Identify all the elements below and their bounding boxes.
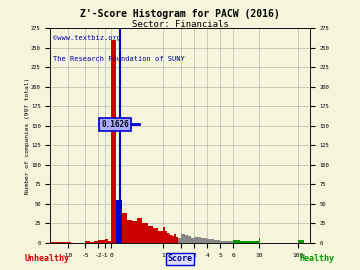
Bar bbox=[176, 237, 178, 243]
Bar bbox=[163, 227, 165, 243]
Bar bbox=[207, 239, 214, 243]
Bar bbox=[122, 213, 127, 243]
Bar bbox=[137, 218, 143, 243]
Bar bbox=[194, 237, 201, 243]
Bar bbox=[105, 239, 108, 243]
Bar bbox=[108, 241, 111, 243]
Bar bbox=[220, 241, 227, 243]
Bar bbox=[117, 200, 122, 243]
Bar bbox=[143, 223, 148, 243]
Bar bbox=[188, 236, 191, 243]
Bar bbox=[111, 40, 117, 243]
Bar bbox=[68, 242, 72, 243]
Bar bbox=[172, 236, 174, 243]
Bar bbox=[98, 240, 105, 243]
Text: Sector: Financials: Sector: Financials bbox=[132, 20, 228, 29]
Bar bbox=[185, 235, 188, 243]
Bar bbox=[191, 238, 194, 243]
Y-axis label: Number of companies (997 total): Number of companies (997 total) bbox=[24, 77, 30, 194]
Bar bbox=[240, 241, 246, 243]
Bar bbox=[227, 241, 233, 243]
Bar bbox=[85, 241, 90, 243]
Bar bbox=[297, 216, 298, 243]
Text: ©www.textbiz.org: ©www.textbiz.org bbox=[53, 35, 121, 41]
Bar bbox=[127, 220, 132, 243]
Bar bbox=[178, 238, 180, 243]
Bar bbox=[170, 235, 172, 243]
Bar bbox=[246, 241, 253, 243]
Bar bbox=[180, 238, 181, 243]
Bar bbox=[259, 235, 260, 243]
Bar bbox=[201, 238, 207, 243]
Bar bbox=[168, 234, 170, 243]
Bar bbox=[233, 240, 240, 243]
Bar bbox=[94, 241, 98, 243]
Text: Unhealthy: Unhealthy bbox=[24, 254, 69, 263]
Bar bbox=[253, 241, 259, 243]
Bar bbox=[153, 228, 158, 243]
Bar bbox=[50, 242, 68, 243]
Bar bbox=[148, 226, 153, 243]
Bar bbox=[174, 234, 176, 243]
Text: Healthy: Healthy bbox=[299, 254, 334, 263]
Bar bbox=[181, 234, 185, 243]
Bar bbox=[158, 231, 163, 243]
Bar bbox=[214, 240, 220, 243]
Bar bbox=[298, 240, 304, 243]
Text: Z'-Score Histogram for PACW (2016): Z'-Score Histogram for PACW (2016) bbox=[80, 9, 280, 19]
Text: The Research Foundation of SUNY: The Research Foundation of SUNY bbox=[53, 56, 185, 62]
Bar bbox=[165, 231, 167, 243]
Bar bbox=[132, 221, 137, 243]
Bar bbox=[90, 242, 94, 243]
Text: 0.1626: 0.1626 bbox=[101, 120, 129, 129]
Bar bbox=[167, 233, 168, 243]
Text: Score: Score bbox=[167, 254, 193, 263]
